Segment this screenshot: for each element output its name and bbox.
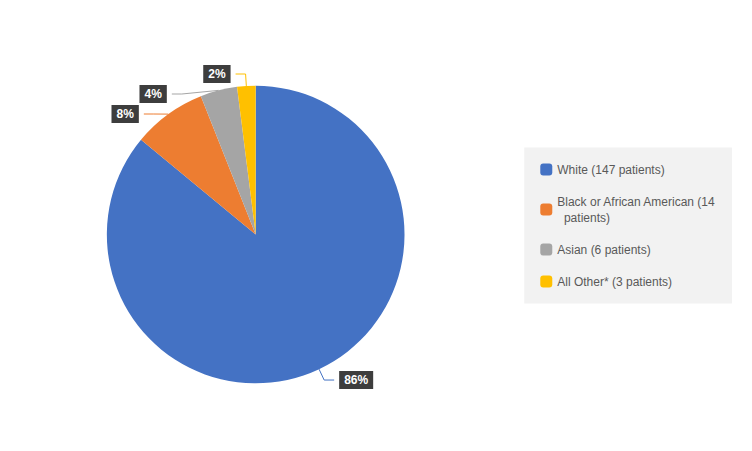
- svg-text:Asian (6 patients): Asian (6 patients): [557, 243, 650, 257]
- svg-text:White (147 patients): White (147 patients): [557, 163, 664, 177]
- svg-text:2%: 2%: [208, 67, 226, 81]
- svg-text:8%: 8%: [116, 107, 134, 121]
- svg-text:86%: 86%: [344, 373, 368, 387]
- svg-text:patients): patients): [557, 211, 610, 225]
- svg-text:Black or African American (14: Black or African American (14: [557, 195, 715, 209]
- svg-text:4%: 4%: [144, 87, 162, 101]
- svg-text:All Other* (3 patients): All Other* (3 patients): [557, 275, 672, 289]
